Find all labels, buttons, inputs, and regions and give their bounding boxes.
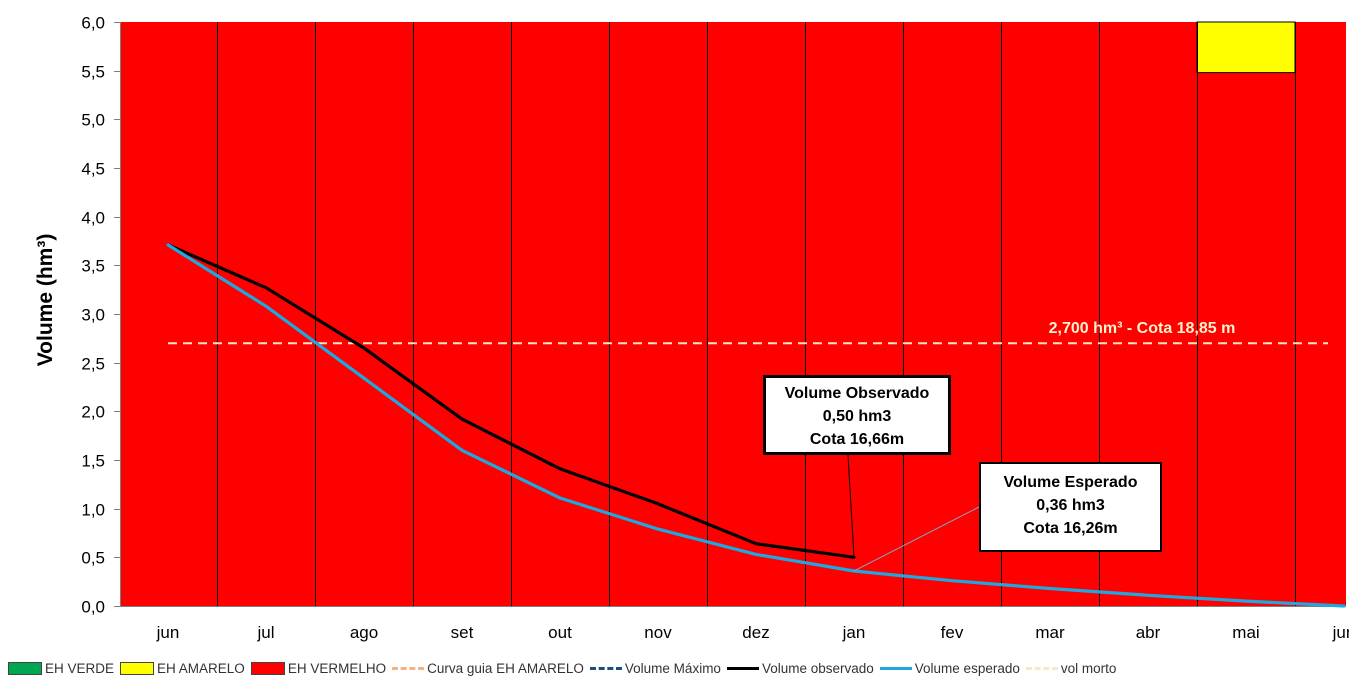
y-tick-label: 3,5 [81,257,105,276]
callout-esperado-cota: Cota 16,26m [1023,520,1118,537]
legend-item: EH VERMELHO [250,660,387,676]
chart: 0,00,51,01,52,02,53,03,54,04,55,05,56,0 … [34,14,1349,643]
legend-label: Volume observado [761,660,874,676]
legend-label: EH AMARELO [157,660,245,676]
legend-item: EH VERDE [8,661,114,676]
x-axis-ticks: jun jul ago set out nov dez jan fev mar abr mai jun [156,623,1349,642]
legend-swatch [392,666,425,670]
y-tick-label: 0,0 [81,598,105,617]
legend-swatch [589,666,622,670]
y-tick-label: 1,0 [81,501,105,520]
callout-volume-observado: Volume Observado 0,50 hm3 Cota 16,66m [763,375,951,455]
legend-label: EH VERMELHO [287,660,387,676]
legend-swatch [1025,666,1058,670]
callout-esperado-volume: 0,36 hm3 [1036,497,1105,514]
plot-area [121,21,1346,606]
y-tick-label: 1,5 [81,452,105,471]
vol-morto-label: 2,700 hm³ - Cota 18,85 m [1049,320,1236,337]
legend-item: Curva guia EH AMARELO [392,661,584,676]
legend-label: Volume Máximo [624,660,721,676]
y-tick-label: 2,5 [81,355,105,374]
legend-swatch [250,661,285,675]
legend-label: Volume esperado [914,660,1020,676]
callout-observado-title: Volume Observado [784,385,930,402]
legend-label: EH VERDE [45,660,115,676]
y-tick-label: 6,0 [81,14,105,33]
band-eh-vermelho [121,22,1346,606]
y-tick-label: 4,0 [81,209,105,228]
callout-volume-esperado: Volume Esperado 0,36 hm3 Cota 16,26m [979,462,1162,552]
callout-leaders [847,454,980,572]
y-tick-label: 5,5 [81,63,105,82]
x-tick-label: mai [1232,623,1259,642]
legend-item: Volume Máximo [589,660,721,676]
y-axis-ticks: 0,0 0,5 1,0 1,5 2,0 2,5 3,0 3,5 4,0 4,5 5,0 5,5 6,0 [81,14,121,617]
legend-swatch [8,661,42,675]
callout-observado-volume: 0,50 hm3 [822,408,892,425]
x-tick-label: jan [842,623,866,642]
band-eh-amarelo [1196,21,1296,74]
x-tick-label: abr [1136,623,1161,642]
leader-observado [847,454,855,558]
callout-esperado-title: Volume Esperado [1003,474,1138,491]
x-tick-label: out [548,623,572,642]
callout-observado-cota: Cota 16,66m [809,431,905,448]
x-tick-label: mar [1035,623,1065,642]
y-axis-label: Volume (hm³) [34,234,57,367]
legend: EH VERDE EH AMARELO EH VERMELHO Curva guia … [8,657,1122,679]
legend-swatch [879,666,912,670]
x-tick-label: fev [941,623,964,642]
series-lines [166,243,1346,608]
y-tick-label: 4,5 [81,160,105,179]
legend-item: Volume esperado [879,660,1020,676]
x-tick-label: jun [1332,623,1349,642]
legend-item: Volume observado [726,660,874,676]
legend-label: vol morto [1060,660,1117,676]
x-tick-label: dez [742,623,769,642]
x-tick-label: jul [256,623,274,642]
series-volume-observado [166,243,856,559]
x-tick-label: set [451,623,474,642]
legend-swatch [120,661,155,675]
x-tick-label: nov [644,623,672,642]
series-volume-esperado [166,243,1346,608]
y-tick-label: 0,5 [81,549,105,568]
y-tick-label: 5,0 [81,111,105,130]
x-tick-label: ago [350,623,378,642]
legend-swatch [726,666,759,670]
leader-esperado [853,506,980,572]
legend-item: vol morto [1025,660,1117,676]
y-tick-label: 2,0 [81,403,105,422]
legend-label: Curva guia EH AMARELO [427,660,584,676]
x-tick-label: jun [156,623,180,642]
legend-item: EH AMARELO [120,661,245,676]
y-tick-label: 3,0 [81,306,105,325]
